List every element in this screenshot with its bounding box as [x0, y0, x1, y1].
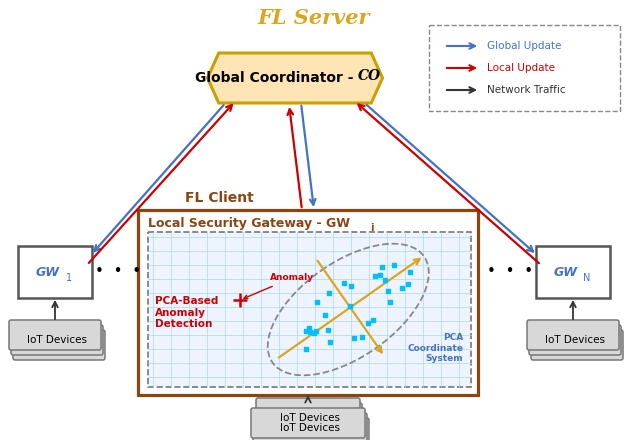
Polygon shape: [207, 53, 382, 103]
FancyBboxPatch shape: [527, 320, 619, 350]
FancyBboxPatch shape: [255, 418, 369, 440]
Text: IoT Devices: IoT Devices: [545, 335, 605, 345]
Point: [370, 273, 380, 280]
Point: [325, 338, 335, 345]
Point: [323, 326, 333, 334]
Point: [304, 325, 314, 332]
Point: [346, 282, 356, 290]
Point: [368, 316, 378, 323]
Point: [375, 271, 385, 279]
Text: Global Update: Global Update: [487, 41, 561, 51]
Text: Anomaly: Anomaly: [244, 274, 314, 299]
Text: GW: GW: [554, 265, 578, 279]
Point: [320, 311, 330, 318]
Point: [312, 298, 322, 305]
FancyBboxPatch shape: [429, 25, 620, 111]
Point: [357, 333, 367, 340]
FancyBboxPatch shape: [253, 413, 367, 440]
Text: PCA-Based
Anomaly
Detection: PCA-Based Anomaly Detection: [155, 296, 219, 329]
Text: •  •  •: • • •: [487, 264, 533, 279]
Text: IoT Devices: IoT Devices: [27, 335, 87, 345]
Point: [301, 345, 311, 352]
Point: [386, 299, 396, 306]
Point: [311, 328, 322, 335]
FancyBboxPatch shape: [258, 403, 362, 433]
Point: [405, 268, 415, 275]
Point: [383, 288, 393, 295]
Point: [389, 262, 399, 269]
Text: IoT Devices: IoT Devices: [280, 423, 340, 433]
Text: •  •  •: • • •: [95, 264, 141, 279]
FancyBboxPatch shape: [138, 210, 478, 395]
FancyBboxPatch shape: [536, 246, 610, 298]
Text: IoT Devices: IoT Devices: [280, 413, 340, 423]
Point: [345, 303, 355, 310]
FancyBboxPatch shape: [13, 330, 105, 360]
FancyBboxPatch shape: [18, 246, 92, 298]
Point: [363, 319, 373, 326]
Point: [340, 279, 350, 286]
FancyBboxPatch shape: [11, 325, 103, 355]
Point: [397, 284, 407, 291]
FancyBboxPatch shape: [529, 325, 621, 355]
Point: [301, 328, 311, 335]
Text: 1: 1: [66, 273, 72, 283]
Text: FL Server: FL Server: [257, 8, 371, 28]
Point: [403, 281, 413, 288]
Text: i: i: [370, 223, 374, 233]
FancyBboxPatch shape: [531, 330, 623, 360]
Text: PCA
Coordinate
System: PCA Coordinate System: [407, 334, 463, 363]
FancyBboxPatch shape: [148, 232, 471, 387]
Point: [324, 289, 334, 296]
Text: Global Coordinator -: Global Coordinator -: [195, 71, 359, 85]
Point: [349, 335, 359, 342]
Point: [305, 328, 315, 335]
FancyBboxPatch shape: [256, 398, 360, 428]
Text: Local Security Gateway - GW: Local Security Gateway - GW: [148, 217, 350, 231]
Text: FL Client: FL Client: [185, 191, 254, 205]
Text: N: N: [583, 273, 591, 283]
Point: [377, 263, 387, 270]
FancyBboxPatch shape: [251, 408, 365, 438]
Text: GW: GW: [36, 265, 60, 279]
FancyBboxPatch shape: [9, 320, 101, 350]
Text: CO: CO: [357, 69, 381, 83]
FancyBboxPatch shape: [260, 408, 364, 438]
Text: Network Traffic: Network Traffic: [487, 85, 566, 95]
Text: Local Update: Local Update: [487, 63, 555, 73]
Point: [380, 276, 390, 283]
Point: [308, 330, 318, 337]
